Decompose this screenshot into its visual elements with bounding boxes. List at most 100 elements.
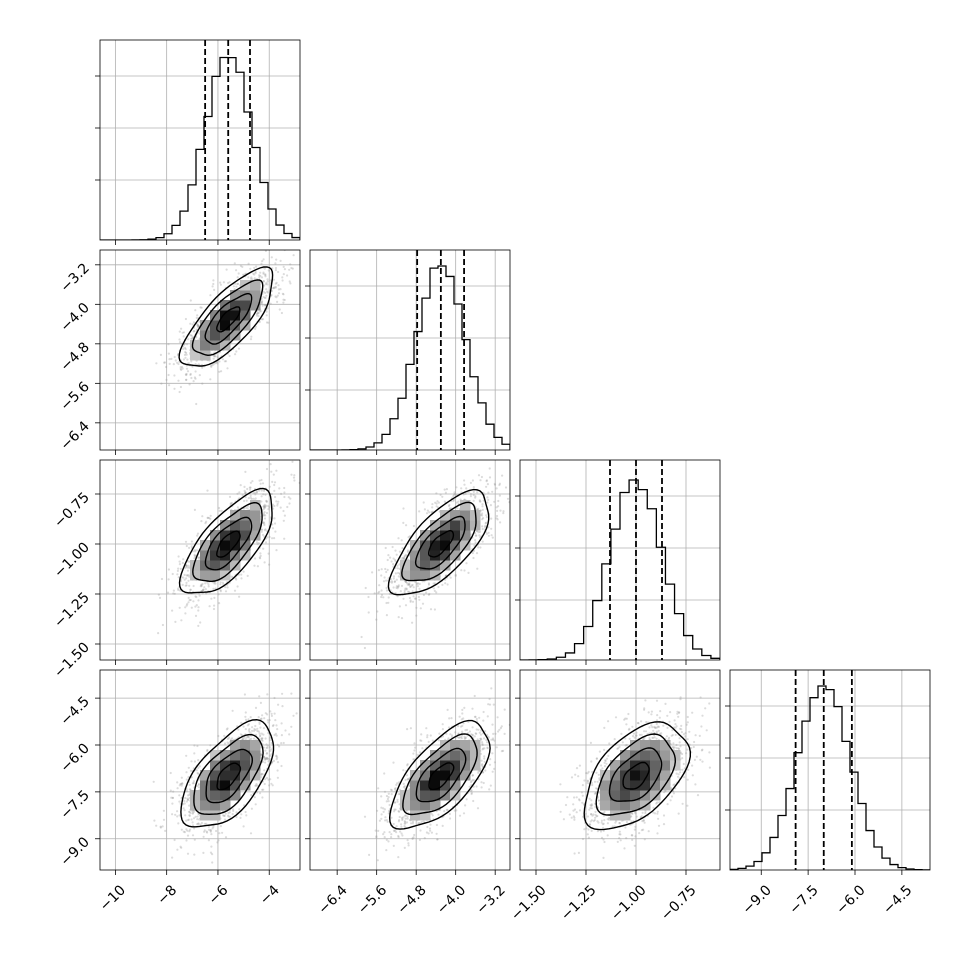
scatter-point xyxy=(185,378,188,381)
scatter-point xyxy=(668,720,671,723)
scatter-point xyxy=(596,820,599,823)
scatter-point xyxy=(180,828,183,831)
scatter-point xyxy=(387,596,390,599)
y-tick-label: −5.6 xyxy=(57,379,92,414)
scatter-point xyxy=(181,782,184,785)
density-cell xyxy=(450,780,461,791)
scatter-point xyxy=(265,511,269,515)
scatter-point xyxy=(658,801,661,804)
scatter-point xyxy=(265,281,268,284)
scatter-point xyxy=(382,810,385,814)
scatter-point xyxy=(185,584,188,587)
scatter-point xyxy=(291,267,294,270)
scatter-point xyxy=(641,811,644,814)
scatter-point xyxy=(247,276,250,279)
scatter-point xyxy=(448,507,452,510)
scatter-point xyxy=(264,283,268,286)
y-tick-label: −3.2 xyxy=(57,260,92,295)
scatter-point xyxy=(262,733,265,736)
scatter-point xyxy=(482,517,485,520)
scatter-point xyxy=(691,764,694,767)
scatter-point xyxy=(634,835,637,838)
scatter-point xyxy=(386,820,389,823)
scatter-point xyxy=(264,541,268,544)
scatter-point xyxy=(598,750,602,753)
scatter-point xyxy=(195,549,198,552)
scatter-point xyxy=(259,552,262,555)
scatter-point xyxy=(418,587,421,590)
scatter-point xyxy=(253,727,256,731)
scatter-point xyxy=(678,741,681,744)
scatter-point xyxy=(409,585,412,588)
scatter-point xyxy=(185,565,188,568)
scatter-point xyxy=(402,521,405,525)
scatter-point xyxy=(260,276,264,279)
scatter-point xyxy=(490,534,493,537)
scatter-point xyxy=(686,715,689,719)
scatter-point xyxy=(644,730,648,733)
scatter-point xyxy=(586,772,589,775)
scatter-point xyxy=(265,752,269,755)
scatter-point xyxy=(487,531,490,534)
scatter-point xyxy=(272,278,275,281)
scatter-point xyxy=(643,737,646,740)
scatter-point xyxy=(480,781,483,784)
scatter-point xyxy=(595,787,598,790)
scatter-point xyxy=(244,738,247,741)
scatter-point xyxy=(449,576,452,579)
scatter-point xyxy=(197,363,200,366)
scatter-point xyxy=(182,807,185,810)
scatter-point xyxy=(196,314,199,317)
density-cell xyxy=(440,780,451,791)
scatter-panel xyxy=(100,460,300,660)
scatter-point xyxy=(254,493,257,496)
scatter-point xyxy=(178,794,181,797)
scatter-point xyxy=(265,310,268,313)
scatter-point xyxy=(650,724,653,727)
scatter-point xyxy=(662,823,666,826)
scatter-point xyxy=(188,814,191,817)
scatter-point xyxy=(202,588,205,592)
scatter-point xyxy=(432,582,435,585)
scatter-point xyxy=(243,736,246,739)
scatter-point xyxy=(607,720,610,723)
scatter-point xyxy=(685,752,688,755)
scatter-point xyxy=(380,817,383,820)
scatter-point xyxy=(471,551,474,555)
scatter-point xyxy=(250,497,253,500)
scatter-point xyxy=(460,736,463,739)
contour-line xyxy=(428,762,455,791)
density-cell xyxy=(430,750,441,761)
scatter-point xyxy=(235,811,238,814)
scatter-point xyxy=(595,815,598,818)
scatter-point xyxy=(465,798,468,801)
scatter-point xyxy=(249,481,252,484)
scatter-point xyxy=(226,741,229,744)
contour-line xyxy=(387,488,490,596)
scatter-point xyxy=(486,496,489,499)
scatter-point xyxy=(190,606,193,609)
scatter-point xyxy=(220,509,223,512)
scatter-point xyxy=(573,852,576,855)
scatter-point xyxy=(263,510,266,514)
scatter-point xyxy=(472,493,475,497)
scatter-point xyxy=(607,754,610,758)
scatter-point xyxy=(613,738,616,741)
scatter-point xyxy=(271,760,274,764)
scatter-point xyxy=(404,822,407,825)
scatter-panel xyxy=(100,670,300,870)
scatter-point xyxy=(282,519,285,522)
scatter-point xyxy=(266,744,269,747)
scatter-point xyxy=(290,725,293,728)
density-cell xyxy=(420,530,431,541)
scatter-point xyxy=(260,530,263,533)
scatter-point xyxy=(638,733,642,737)
scatter-point xyxy=(157,593,160,596)
scatter-point xyxy=(492,738,495,741)
scatter-point xyxy=(185,574,188,577)
density-cell xyxy=(610,790,621,801)
density-cell xyxy=(440,520,451,531)
scatter-point xyxy=(496,518,499,521)
scatter-point xyxy=(192,817,196,820)
scatter-point xyxy=(274,495,277,499)
